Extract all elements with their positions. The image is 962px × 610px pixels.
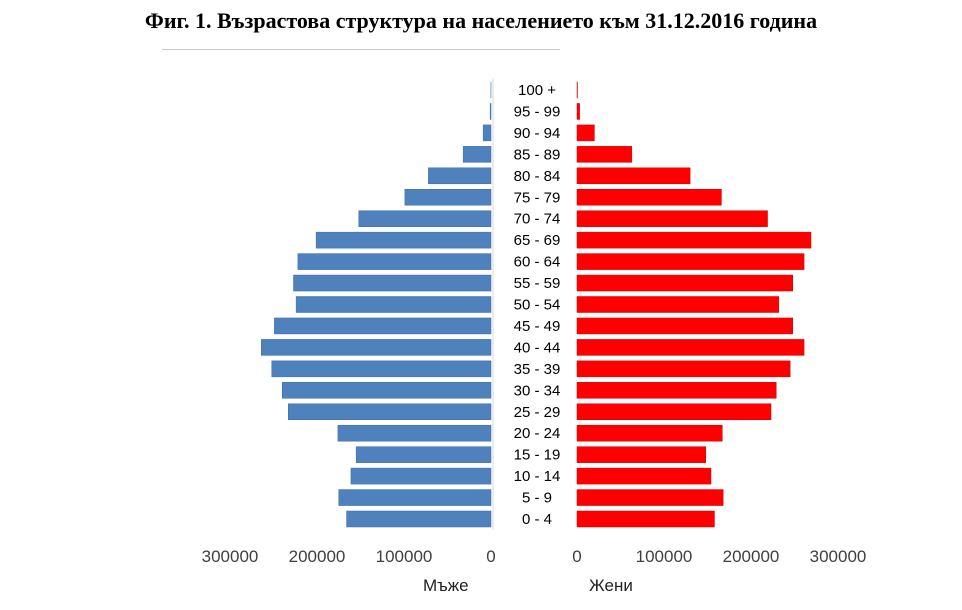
male-axis-tick-label: 0 xyxy=(486,547,495,566)
male-bar xyxy=(404,189,492,206)
female-axis-tick-label: 200000 xyxy=(723,547,780,566)
male-bar xyxy=(281,382,492,399)
female-bar xyxy=(576,103,580,120)
female-bar xyxy=(576,210,768,227)
female-bar xyxy=(576,446,707,463)
female-axis-title: Жени xyxy=(589,576,633,595)
age-group-label: 100 + xyxy=(518,82,556,99)
age-group-label: 45 - 49 xyxy=(514,318,561,335)
male-bar xyxy=(261,339,492,356)
age-group-label: 25 - 29 xyxy=(514,404,561,421)
female-bar xyxy=(576,317,794,335)
female-bars-group xyxy=(576,81,812,528)
female-bar xyxy=(576,189,722,206)
chart-title: Фиг. 1. Възрастова структура на населени… xyxy=(144,8,818,33)
age-group-label: 55 - 59 xyxy=(514,275,561,292)
female-bar xyxy=(576,467,712,485)
female-bar xyxy=(576,253,805,270)
age-group-label: 85 - 89 xyxy=(514,146,561,163)
age-group-label: 5 - 9 xyxy=(522,490,552,507)
male-bar xyxy=(271,360,492,378)
male-bar xyxy=(358,210,492,227)
age-group-label: 20 - 24 xyxy=(514,425,561,442)
male-bar xyxy=(355,446,492,463)
female-bar xyxy=(576,167,691,185)
male-bar xyxy=(346,510,492,528)
age-labels-group: 0 - 4 5 - 9 10 - 14 15 - 19 20 - 24 25 - 29 30… xyxy=(514,82,561,528)
female-bar xyxy=(576,146,633,163)
female-bar xyxy=(576,510,715,528)
age-group-label: 75 - 79 xyxy=(514,189,561,206)
axis-ticks-group: 300000 200000 100000 0 0 100000 200000 300000 xyxy=(202,547,867,566)
age-group-label: 30 - 34 xyxy=(514,382,561,399)
title-divider xyxy=(162,49,560,50)
age-group-label: 50 - 54 xyxy=(514,297,561,314)
male-axis-tick-label: 200000 xyxy=(289,547,346,566)
age-group-label: 65 - 69 xyxy=(514,232,561,249)
male-bar xyxy=(315,231,492,249)
male-bar xyxy=(274,317,492,335)
female-bar xyxy=(576,124,595,142)
age-group-label: 40 - 44 xyxy=(514,339,561,356)
male-bars-group xyxy=(261,81,492,528)
male-axis-tick-label: 300000 xyxy=(202,547,259,566)
male-bar xyxy=(295,296,492,313)
male-axis-title: Мъже xyxy=(423,576,469,595)
male-bar xyxy=(482,124,492,142)
age-group-label: 90 - 94 xyxy=(514,125,561,142)
age-group-label: 0 - 4 xyxy=(522,511,552,528)
female-bar xyxy=(576,360,791,378)
male-bar xyxy=(338,489,492,506)
female-bar xyxy=(576,231,812,249)
female-bar xyxy=(576,424,723,442)
age-group-label: 95 - 99 xyxy=(514,103,561,120)
age-group-label: 15 - 19 xyxy=(514,447,561,464)
female-bar xyxy=(576,382,777,399)
male-bar xyxy=(428,167,492,185)
female-axis-tick-label: 300000 xyxy=(810,547,867,566)
male-axis-tick-label: 100000 xyxy=(376,547,433,566)
age-group-label: 10 - 14 xyxy=(514,468,561,485)
male-bar xyxy=(288,403,492,420)
age-group-label: 60 - 64 xyxy=(514,254,561,271)
female-bar xyxy=(576,339,805,356)
male-bar xyxy=(489,103,492,120)
female-axis-tick-label: 100000 xyxy=(636,547,693,566)
male-bar xyxy=(462,146,492,163)
age-group-label: 70 - 74 xyxy=(514,211,561,228)
female-bar xyxy=(576,489,724,506)
female-bar xyxy=(576,274,794,292)
age-group-label: 80 - 84 xyxy=(514,168,561,185)
age-group-label: 35 - 39 xyxy=(514,361,561,378)
female-bar xyxy=(576,296,780,313)
female-bar xyxy=(576,403,772,420)
male-bar xyxy=(293,274,492,292)
female-axis-tick-label: 0 xyxy=(572,547,581,566)
male-bar xyxy=(337,424,492,442)
male-bar xyxy=(297,253,492,270)
male-bar xyxy=(350,467,492,485)
